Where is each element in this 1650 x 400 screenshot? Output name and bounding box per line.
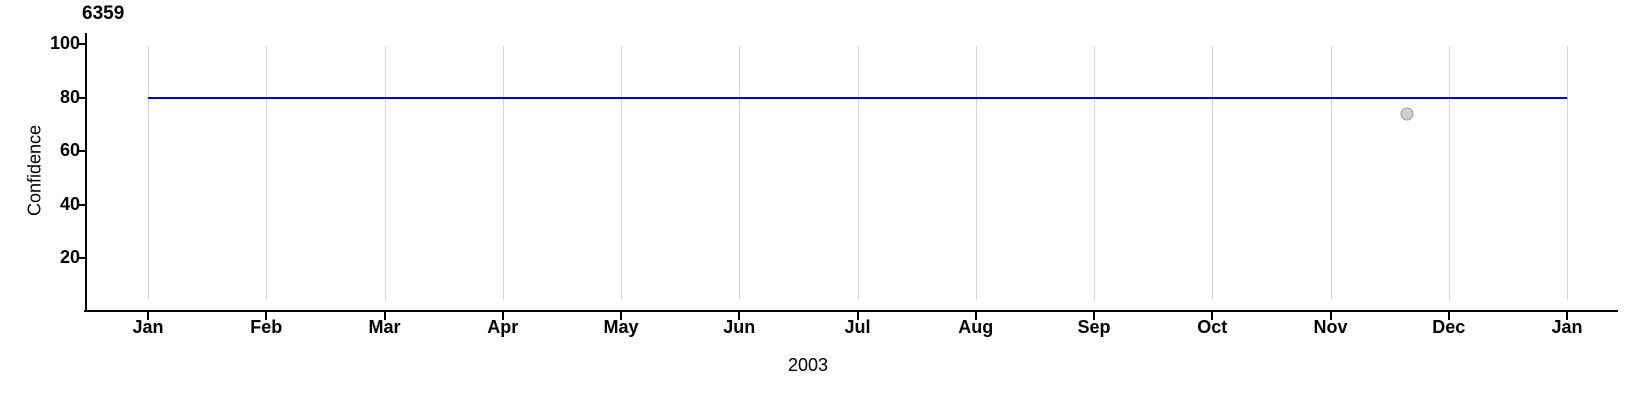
gridline-vertical	[148, 46, 149, 300]
x-tick-label: Aug	[958, 317, 994, 337]
gridline-vertical	[1448, 46, 1450, 300]
x-tick-mark	[1447, 311, 1450, 320]
y-tick-label: 20	[59, 247, 80, 267]
x-tick-mark	[501, 311, 504, 320]
gridline-vertical	[266, 46, 268, 300]
chart-title: 6359	[82, 3, 125, 24]
x-tick-mark	[147, 311, 149, 320]
gridline-vertical	[621, 46, 622, 300]
gridline-vertical	[384, 46, 386, 300]
y-tick-mark	[77, 96, 86, 99]
x-tick-mark	[1329, 311, 1332, 320]
x-tick-label: Mar	[368, 317, 401, 337]
x-tick-mark	[265, 311, 268, 320]
x-tick-label: May	[603, 317, 639, 337]
y-tick-label: 60	[59, 140, 80, 160]
x-axis-line	[84, 310, 1618, 312]
gridline-vertical	[502, 46, 504, 300]
gridline-vertical	[1094, 46, 1095, 300]
x-tick-label: Sep	[1077, 317, 1111, 337]
y-tick-label: 100	[49, 33, 80, 53]
x-tick-mark	[974, 311, 977, 320]
threshold-line	[148, 96, 1567, 99]
gridline-vertical	[857, 46, 859, 300]
x-tick-label: Feb	[250, 317, 283, 337]
y-tick-mark	[77, 43, 86, 45]
gridline-vertical	[1330, 46, 1332, 300]
x-tick-mark	[620, 311, 622, 320]
y-tick-mark	[77, 203, 86, 206]
gridline-vertical	[1212, 46, 1214, 300]
x-tick-mark	[1093, 311, 1095, 320]
x-tick-label: Jul	[844, 317, 871, 337]
gridline-vertical	[975, 46, 977, 300]
gridline-vertical	[1567, 46, 1568, 300]
y-tick-mark	[77, 150, 86, 152]
y-tick-label: 80	[59, 86, 80, 107]
data-point[interactable]	[1400, 107, 1414, 121]
x-tick-label: Dec	[1432, 317, 1466, 337]
x-tick-mark	[856, 311, 859, 320]
x-tick-mark	[738, 311, 741, 320]
x-tick-label: Jan	[1551, 317, 1583, 337]
x-tick-label: Oct	[1197, 317, 1228, 337]
x-tick-mark	[383, 311, 386, 320]
x-axis-title: 2003	[787, 355, 829, 375]
x-tick-mark	[1211, 311, 1214, 320]
y-tick-label: 40	[59, 193, 80, 214]
x-tick-mark	[1566, 311, 1568, 320]
x-tick-label: Jan	[132, 317, 164, 337]
x-tick-label: Apr	[487, 317, 519, 337]
y-tick-mark	[77, 257, 86, 259]
x-tick-label: Jun	[723, 317, 756, 337]
x-tick-label: Nov	[1313, 317, 1348, 337]
y-axis-title: Confidence	[24, 124, 45, 217]
gridline-vertical	[739, 46, 741, 300]
y-axis-line	[85, 33, 87, 312]
